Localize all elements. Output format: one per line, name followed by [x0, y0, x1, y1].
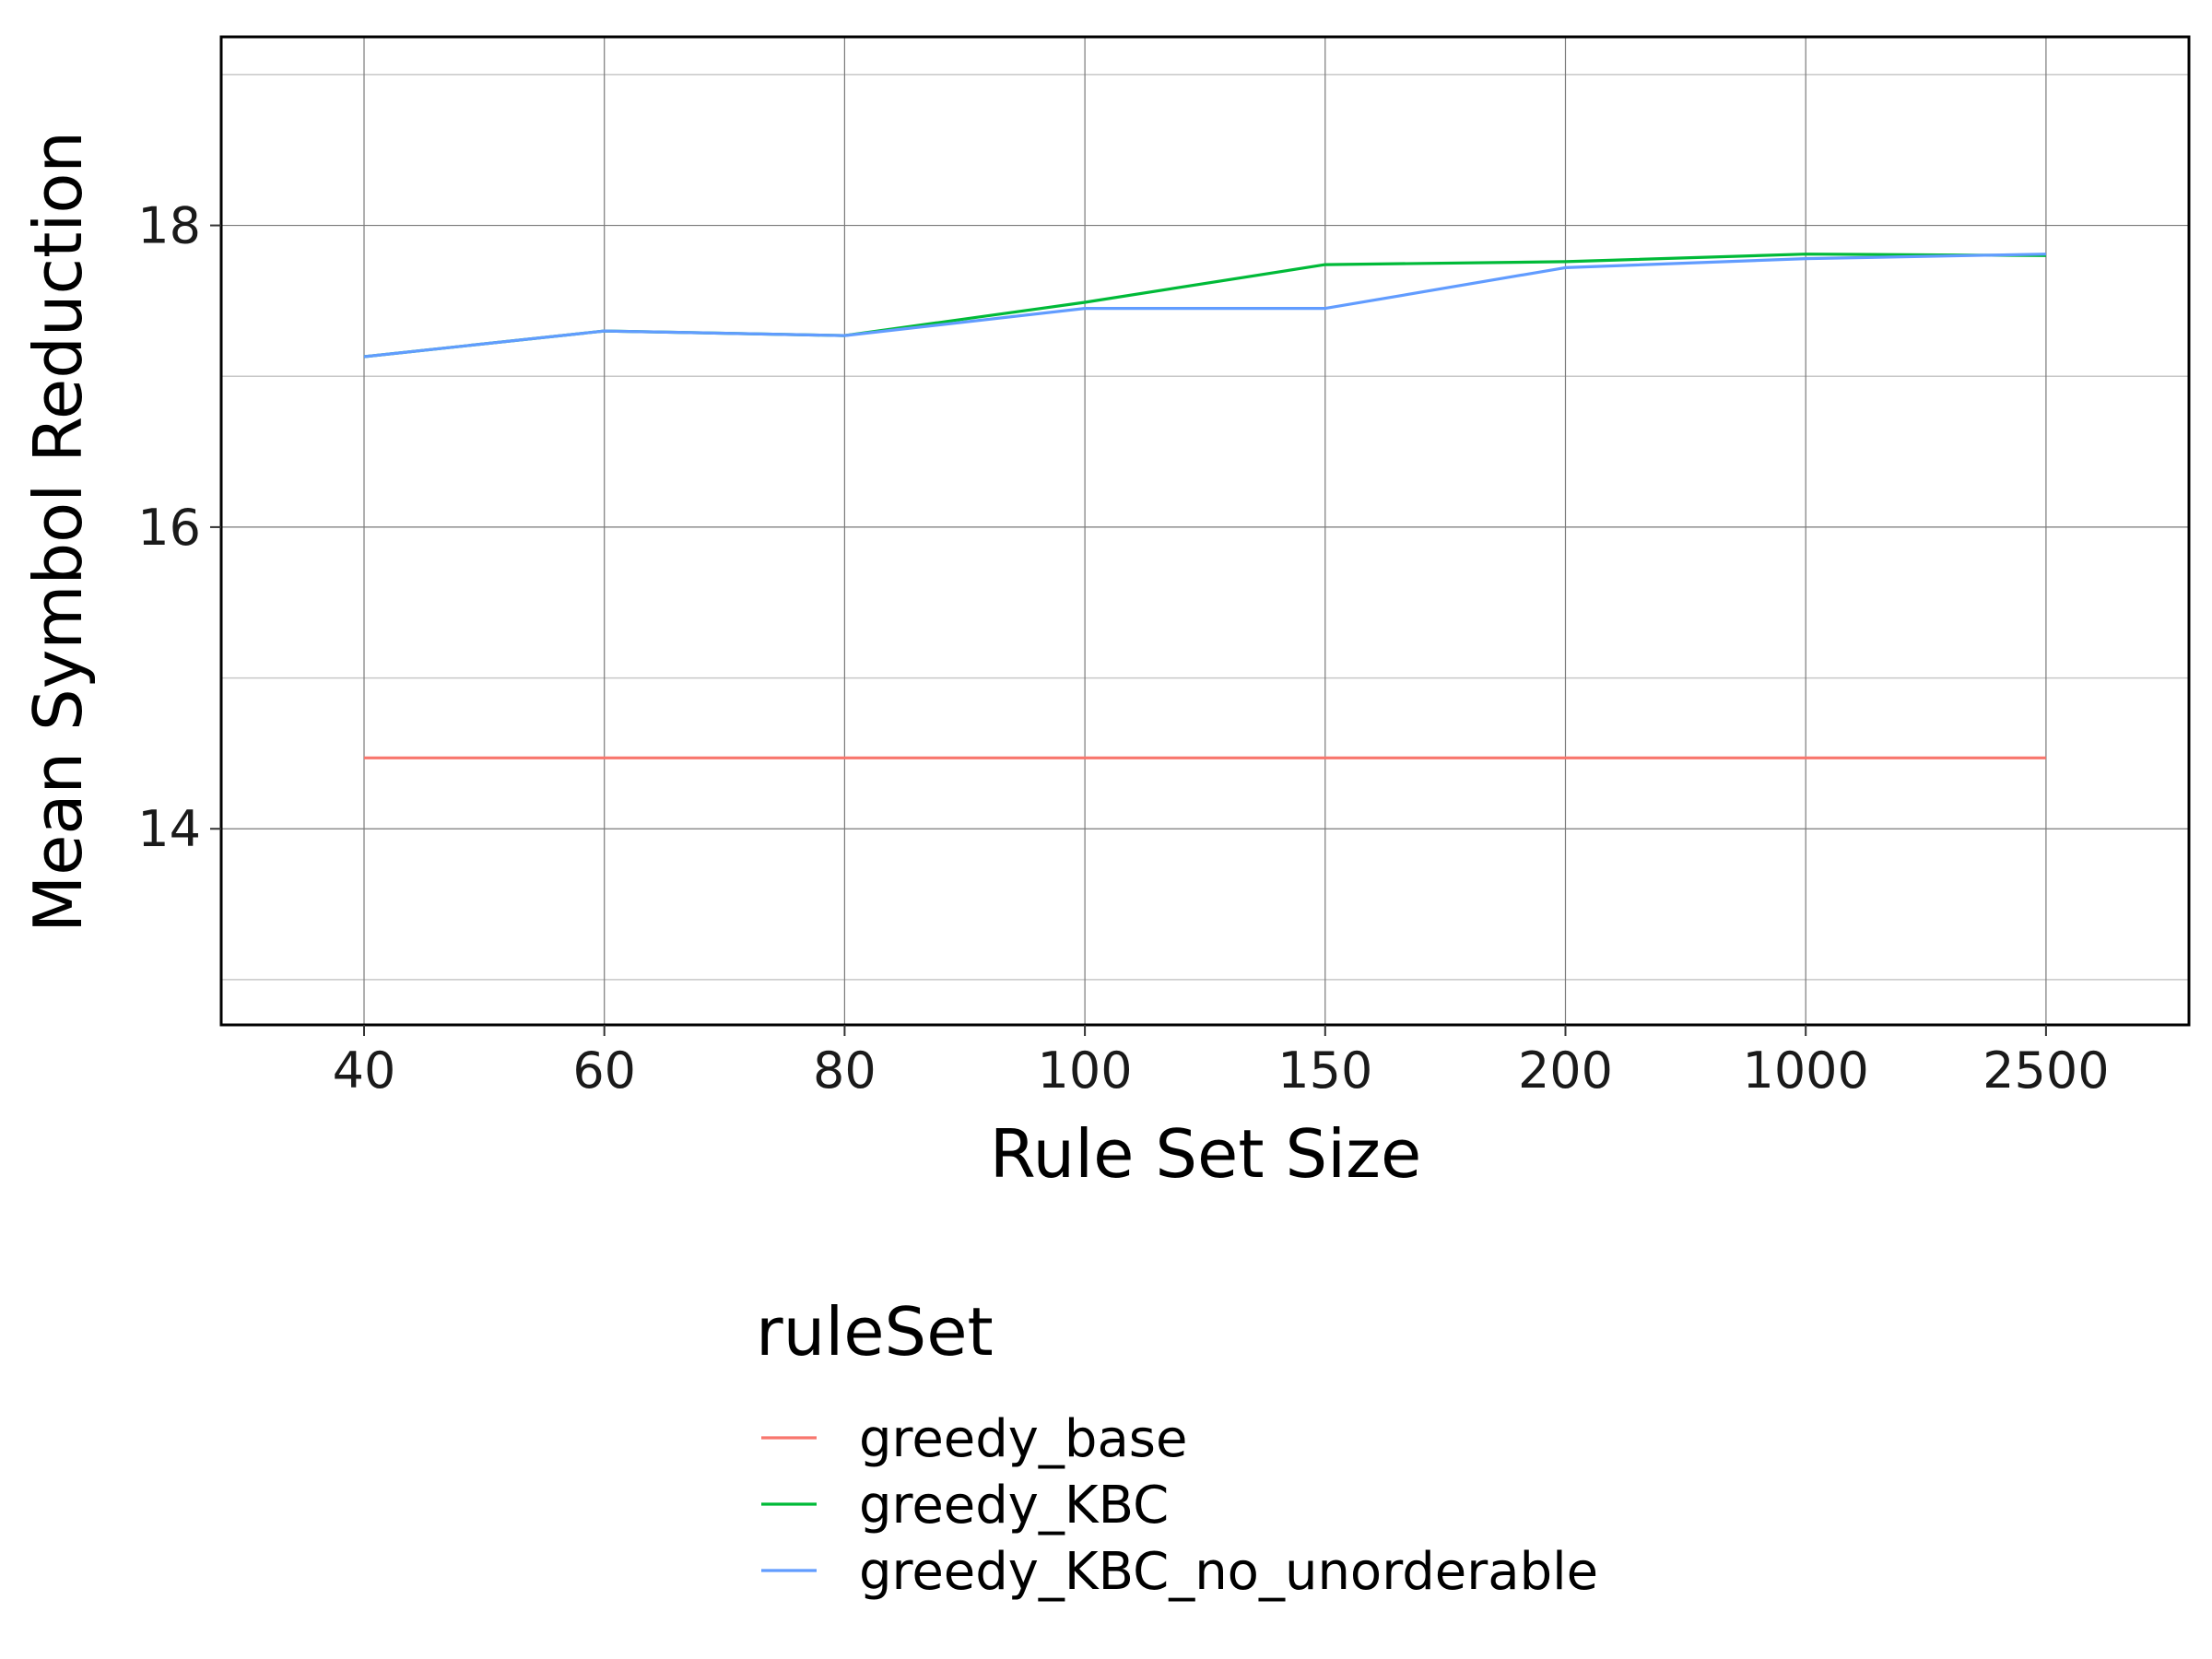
y-tick-label: 16: [137, 499, 201, 557]
y-axis-title: Mean Symbol Reduction: [19, 131, 97, 933]
series-line-greedy_KBC_no_unorderable: [363, 253, 2046, 359]
minor-gridlines: [221, 74, 2189, 981]
legend-label-greedy_KBC_no_unorderable: greedy_KBC_no_unorderable: [859, 1542, 1598, 1602]
x-tick-label: 80: [813, 1041, 877, 1100]
legend-label-greedy_base: greedy_base: [859, 1409, 1187, 1469]
y-tick-label: 18: [137, 197, 201, 255]
major-gridlines: [221, 37, 2189, 1025]
x-tick-label: 200: [1518, 1041, 1613, 1100]
legend-label-greedy_KBC: greedy_KBC: [859, 1476, 1169, 1535]
y-tick-label: 14: [137, 800, 201, 858]
series-lines: [363, 253, 2046, 759]
legend: ruleSet greedy_base greedy_KBC greedy_KBC_…: [756, 1293, 1598, 1602]
legend-title: ruleSet: [756, 1293, 994, 1371]
plot-panel-border: [219, 35, 2191, 1027]
x-tick-label: 1000: [1742, 1041, 1868, 1100]
x-tick-label: 40: [333, 1041, 396, 1100]
x-tick-label: 2500: [1983, 1041, 2109, 1100]
x-axis-title: Rule Set Size: [990, 1115, 1422, 1193]
y-axis-ticks: 14 16 18: [137, 197, 221, 858]
legend-items: greedy_base greedy_KBC greedy_KBC_no_unord…: [761, 1409, 1598, 1602]
x-tick-label: 150: [1277, 1041, 1372, 1100]
x-tick-label: 100: [1038, 1041, 1133, 1100]
x-tick-label: 60: [572, 1041, 636, 1100]
x-axis-ticks: 40 60 80 100 150 200 1000 2500: [333, 1025, 2110, 1100]
